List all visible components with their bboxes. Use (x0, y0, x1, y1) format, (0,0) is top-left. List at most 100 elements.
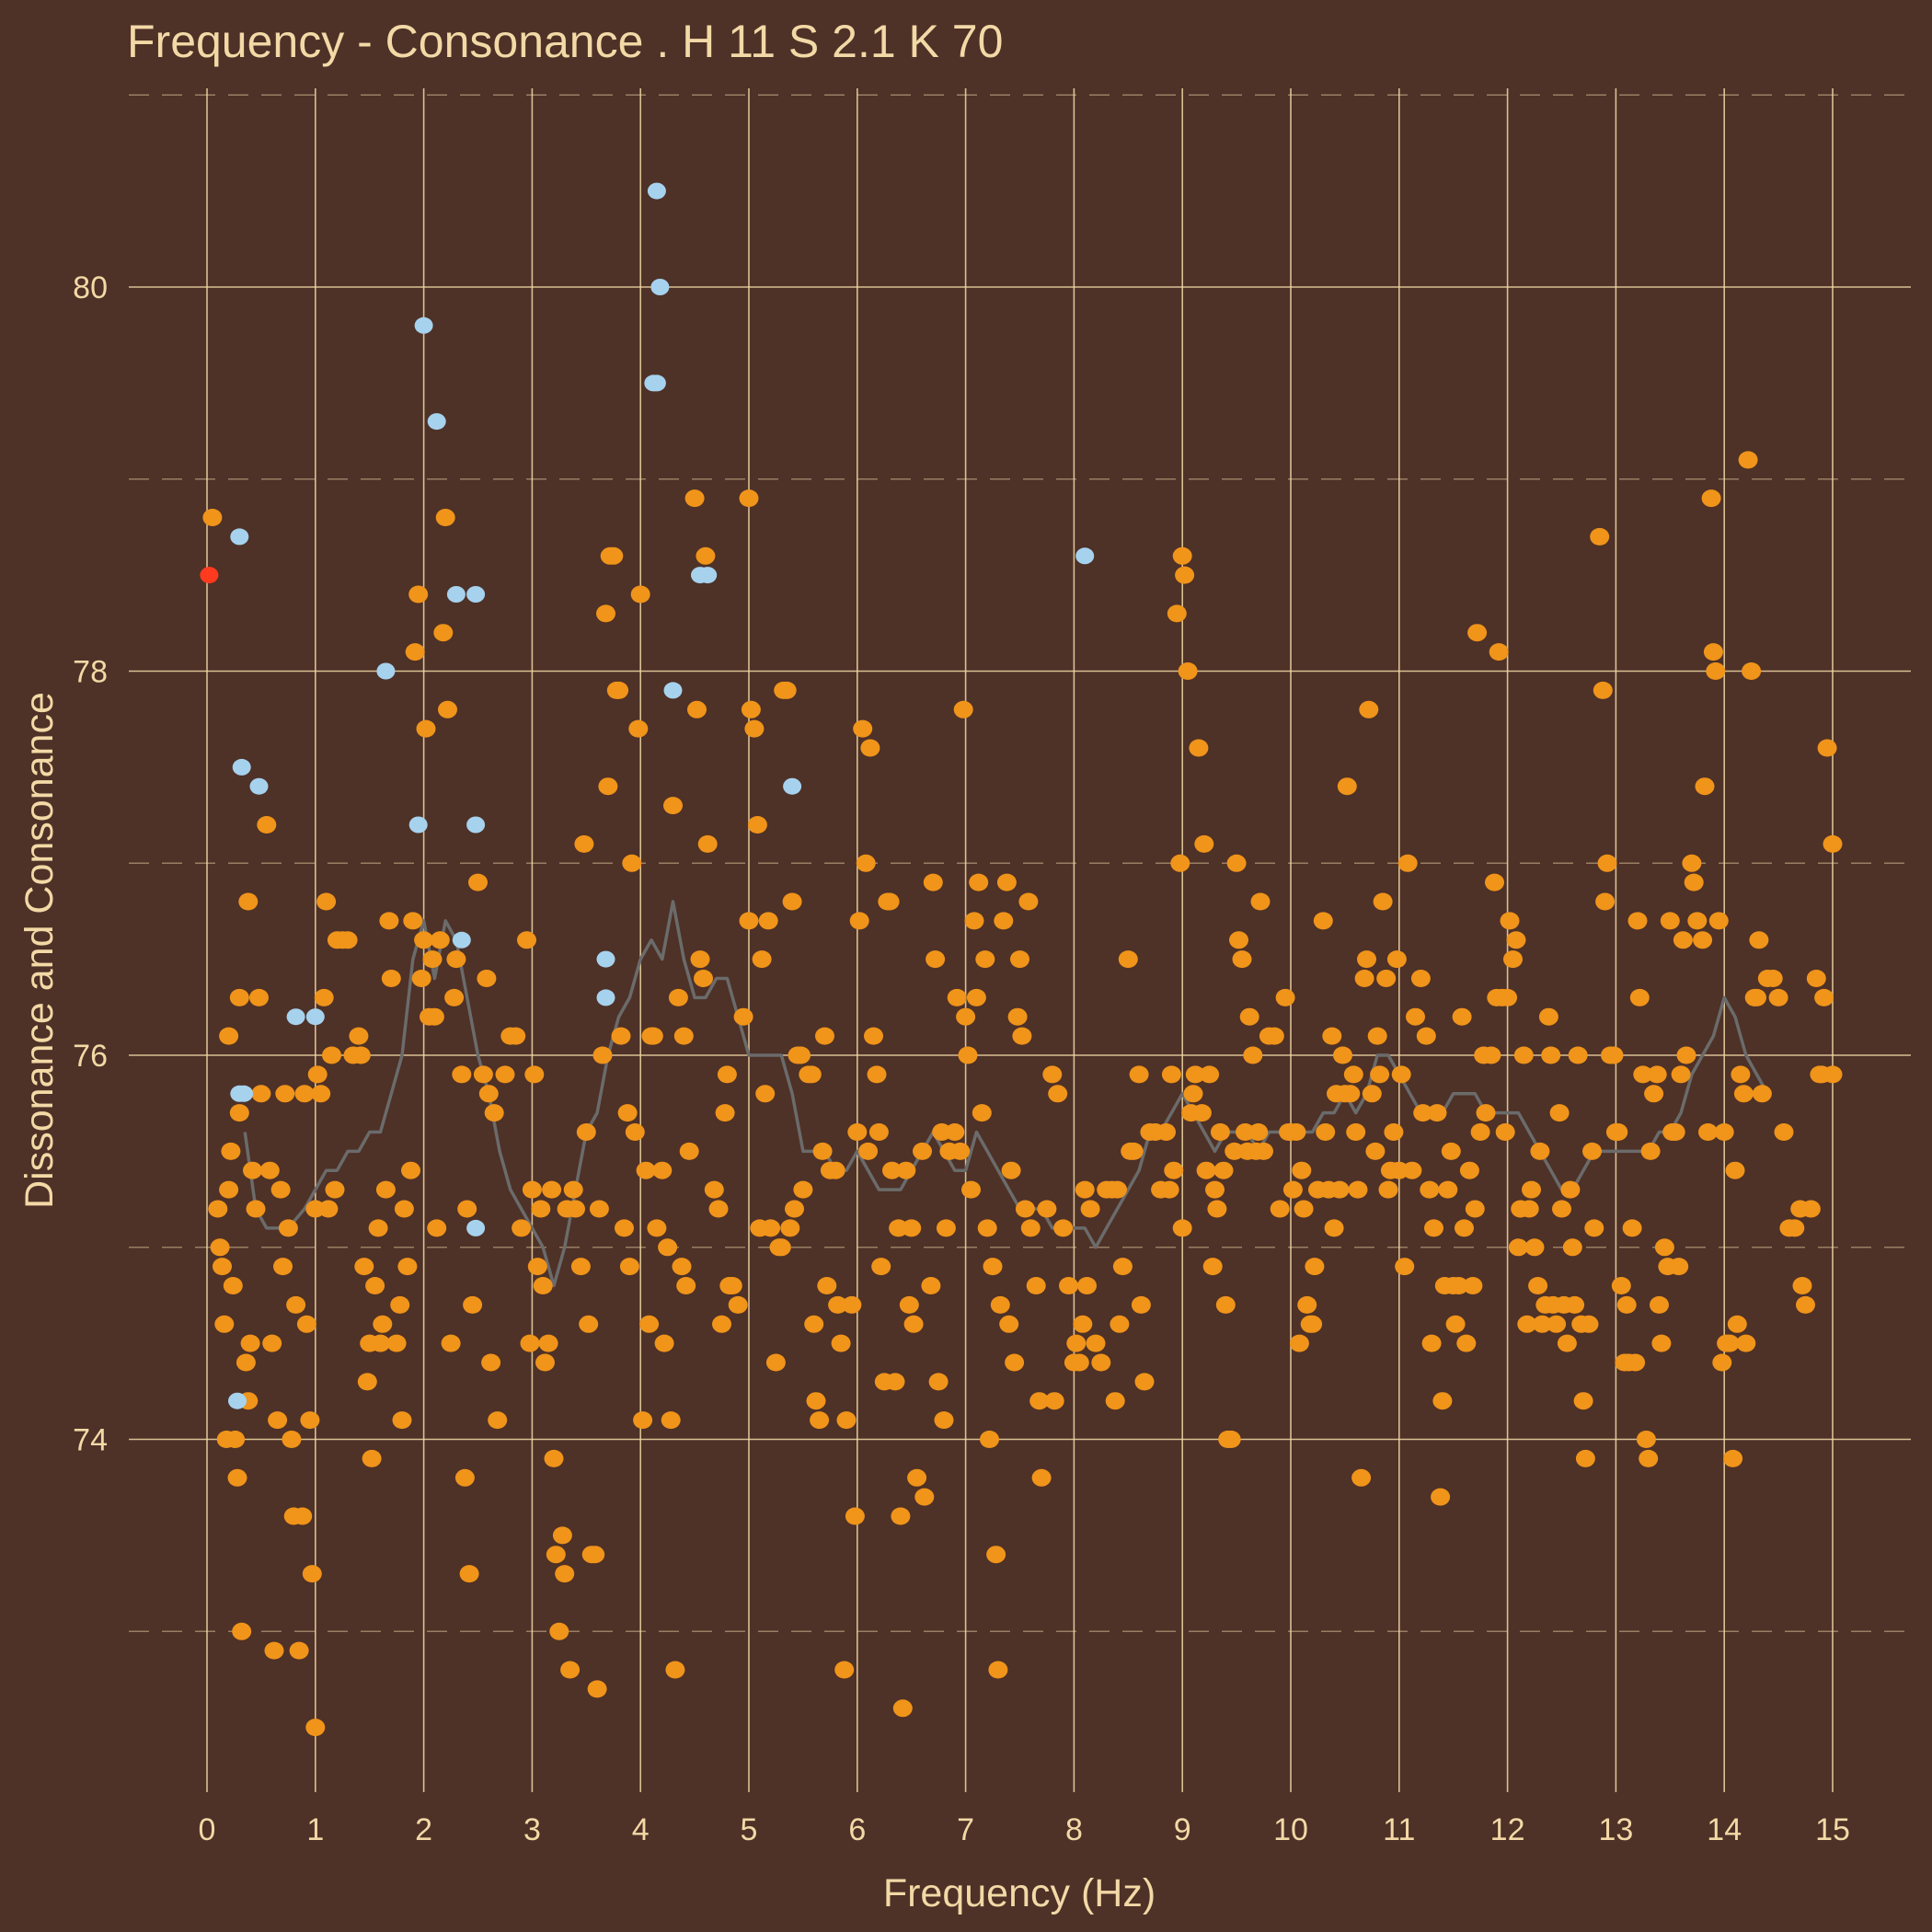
orange-data-point (1703, 643, 1723, 661)
x-tick-label: 8 (1065, 1812, 1083, 1847)
x-tick-label: 0 (199, 1812, 216, 1847)
orange-data-point (221, 1142, 241, 1160)
orange-data-point (1636, 1431, 1656, 1448)
orange-data-point (463, 1295, 483, 1314)
blue-data-point (466, 816, 486, 834)
orange-data-point (679, 1142, 699, 1160)
orange-data-point (1647, 1065, 1667, 1084)
orange-data-point (227, 1468, 247, 1487)
orange-data-point (1059, 1277, 1078, 1294)
orange-data-point (1395, 1258, 1415, 1276)
orange-data-point (566, 1200, 585, 1218)
orange-data-point (1627, 912, 1648, 930)
orange-data-point (977, 1219, 997, 1237)
orange-data-point (394, 1200, 414, 1218)
blue-data-point (446, 586, 466, 603)
orange-data-point (1346, 1123, 1366, 1141)
orange-data-point (1164, 1161, 1184, 1179)
orange-data-point (1397, 854, 1418, 872)
orange-data-point (899, 1295, 919, 1314)
x-tick-label: 9 (1174, 1812, 1191, 1847)
orange-data-point (481, 1353, 501, 1372)
orange-data-point (1329, 1180, 1350, 1199)
orange-data-point (1608, 1123, 1628, 1141)
orange-data-point (495, 1065, 515, 1084)
orange-data-point (555, 1565, 575, 1583)
orange-data-point (403, 912, 423, 930)
orange-data-point (1538, 1007, 1558, 1026)
orange-data-point (1012, 1027, 1032, 1045)
orange-data-point (849, 912, 869, 930)
orange-data-point (1597, 854, 1617, 872)
orange-data-point (1752, 1085, 1772, 1103)
orange-data-point (229, 988, 249, 1006)
orange-data-point (996, 873, 1017, 891)
orange-data-point (1289, 1334, 1309, 1352)
orange-data-point (473, 1065, 493, 1084)
orange-data-point (1250, 892, 1271, 911)
orange-data-point (1506, 931, 1526, 949)
orange-data-point (1590, 527, 1610, 546)
orange-data-point (293, 1507, 313, 1525)
orange-data-point (1370, 1065, 1390, 1084)
blue-data-point (663, 682, 683, 699)
orange-data-point (871, 1258, 891, 1276)
orange-data-point (1215, 1295, 1236, 1314)
orange-data-point (1075, 1180, 1095, 1199)
orange-data-point (1129, 1065, 1149, 1084)
blue-data-point (232, 758, 251, 776)
orange-data-point (1629, 988, 1650, 1006)
orange-data-point (676, 1277, 696, 1294)
blue-data-point (408, 816, 428, 834)
orange-data-point (1232, 950, 1252, 969)
orange-data-point (1373, 892, 1393, 911)
orange-data-point (563, 1180, 583, 1199)
orange-data-point (1669, 1258, 1689, 1276)
orange-data-point (1337, 777, 1357, 796)
orange-data-point (1189, 739, 1209, 757)
orange-data-point (1048, 1085, 1068, 1103)
orange-data-point (913, 1142, 932, 1160)
orange-data-point (392, 1411, 412, 1430)
orange-data-point (1470, 1123, 1490, 1141)
orange-data-point (1044, 1392, 1064, 1410)
orange-data-point (953, 700, 973, 719)
orange-data-point (615, 1219, 634, 1237)
orange-data-point (617, 1104, 638, 1122)
y-tick-labels: 74 76 78 80 (73, 270, 108, 1458)
orange-data-point (684, 489, 705, 508)
blue-data-point (783, 777, 802, 795)
orange-data-point (574, 834, 594, 853)
orange-data-point (589, 1200, 609, 1218)
orange-data-point (1424, 1219, 1443, 1237)
orange-data-point (251, 1085, 271, 1103)
orange-data-point (1701, 489, 1721, 508)
orange-data-point (1037, 1200, 1057, 1218)
orange-data-point (990, 1295, 1010, 1314)
orange-data-point (1651, 1334, 1672, 1352)
orange-data-point (397, 1258, 418, 1276)
orange-data-point (907, 1468, 927, 1487)
orange-data-point (1736, 1334, 1756, 1352)
orange-data-point (652, 1161, 673, 1179)
orange-data-point (1324, 1219, 1344, 1237)
orange-data-point (365, 1277, 385, 1294)
orange-data-point (249, 988, 269, 1006)
orange-data-point (1170, 854, 1190, 872)
orange-data-point (1207, 1200, 1227, 1218)
orange-data-point (966, 988, 986, 1006)
orange-data-point (639, 1315, 660, 1333)
orange-data-point (379, 912, 399, 930)
orange-data-point (791, 1046, 811, 1064)
blue-data-point (650, 279, 670, 295)
orange-data-point (776, 681, 797, 699)
orange-data-point (1367, 1027, 1387, 1045)
orange-data-point (636, 1161, 656, 1179)
orange-data-point (1376, 970, 1397, 987)
orange-data-point (761, 1219, 781, 1237)
orange-data-point (527, 1258, 547, 1276)
orange-data-point (1560, 1180, 1581, 1199)
orange-data-point (386, 1334, 407, 1352)
orange-data-point (246, 1200, 266, 1218)
orange-data-point (1357, 950, 1376, 969)
